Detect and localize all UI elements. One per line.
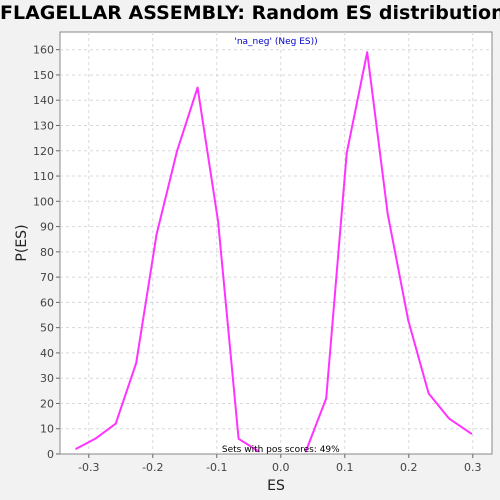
data-point xyxy=(94,438,96,440)
y-tick-label: 90 xyxy=(40,221,54,234)
x-tick-label: 0.1 xyxy=(336,461,354,474)
data-point xyxy=(75,448,77,450)
x-tick-label: 0.0 xyxy=(272,461,290,474)
series-group xyxy=(75,51,473,453)
y-tick-label: 150 xyxy=(33,69,54,82)
data-point xyxy=(366,51,369,54)
y-tick-label: 30 xyxy=(40,372,54,385)
y-tick-label: 10 xyxy=(40,423,54,436)
y-tick-label: 20 xyxy=(40,397,54,410)
data-point xyxy=(345,152,348,155)
y-tick-label: 160 xyxy=(33,44,54,57)
data-point xyxy=(325,397,328,400)
chart-title: FLAGELLAR ASSEMBLY: Random ES distributi… xyxy=(0,2,500,24)
y-tick-label: 60 xyxy=(40,296,54,309)
data-point xyxy=(135,362,137,364)
y-axis-label: P(ES) xyxy=(14,224,30,261)
x-tick-label: 0.3 xyxy=(464,461,482,474)
x-tick-label: -0.3 xyxy=(78,461,99,474)
data-point xyxy=(407,319,409,321)
data-point xyxy=(114,422,117,425)
data-point xyxy=(470,432,473,435)
data-point xyxy=(217,220,219,223)
y-tick-label: 70 xyxy=(40,271,54,284)
y-tick-label: 100 xyxy=(33,195,54,208)
data-point xyxy=(448,417,450,420)
data-point xyxy=(155,233,158,235)
data-point xyxy=(237,438,240,440)
x-tick-label: -0.2 xyxy=(142,461,163,474)
data-point xyxy=(258,450,260,453)
x-tick-label: -0.1 xyxy=(206,461,227,474)
x-axis-label: ES xyxy=(267,478,285,494)
series-line-1 xyxy=(75,86,260,453)
y-tick-label: 130 xyxy=(33,119,54,132)
data-point xyxy=(427,392,430,395)
y-tick-label: 140 xyxy=(33,94,54,107)
y-tick-label: 40 xyxy=(40,347,54,360)
pos-scores-annotation: Sets with pos scores: 49% xyxy=(222,445,340,455)
data-point xyxy=(196,86,199,89)
y-tick-label: 110 xyxy=(33,170,54,183)
data-point xyxy=(176,149,178,152)
data-point xyxy=(304,450,307,453)
y-tick-label: 0 xyxy=(47,448,54,461)
legend-entry: 'na_neg' (Neg ES)) xyxy=(234,37,317,47)
plot-area xyxy=(59,31,493,455)
y-tick-label: 50 xyxy=(40,322,54,335)
y-tick-label: 80 xyxy=(40,246,54,259)
axis-ticks: 0 10 20 30 40 50 60 70 80 90 100 110 120 130 140 150 160… xyxy=(33,44,482,474)
y-tick-label: 120 xyxy=(33,145,54,158)
data-point xyxy=(386,213,389,215)
x-tick-label: 0.2 xyxy=(400,461,418,474)
grid-lines xyxy=(60,32,492,454)
